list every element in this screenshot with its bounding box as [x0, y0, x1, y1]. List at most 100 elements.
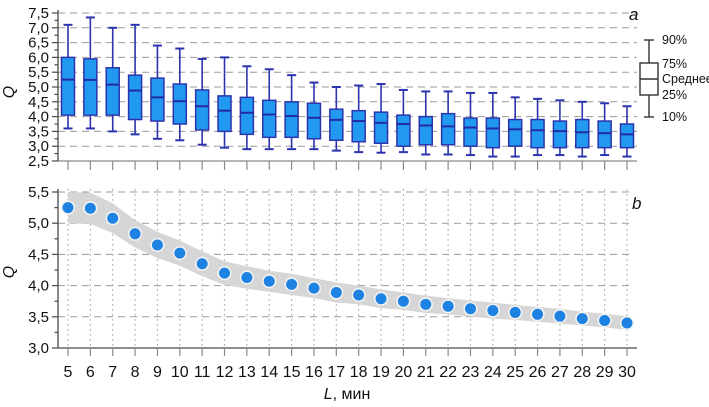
x-tick-label: 7	[108, 364, 117, 381]
mean-point-l13	[239, 270, 254, 285]
mean-point-l29	[597, 313, 612, 328]
box-l29	[597, 120, 612, 149]
box-l20	[396, 114, 411, 147]
mean-point-l19	[373, 291, 389, 306]
box-l13	[239, 96, 255, 136]
mean-point-l23	[463, 301, 478, 316]
y-tick-label-b: 4,0	[28, 278, 49, 295]
box-l6	[83, 58, 98, 116]
x-tick-label: 5	[64, 364, 73, 381]
mean-point-l18	[351, 287, 366, 303]
y-tick-label-a: 5,5	[28, 64, 49, 81]
x-tick-label: 25	[506, 364, 524, 381]
x-tick-label: 20	[395, 364, 413, 381]
panel-a-boxplot: 2,53,03,54,04,55,05,56,06,57,07,5	[28, 5, 637, 170]
x-tick-label: 15	[283, 364, 301, 381]
y-tick-label-b: 5,5	[28, 184, 49, 201]
y-tick-label-a: 3,0	[28, 138, 49, 155]
box-l14	[261, 99, 277, 139]
box-l18	[351, 109, 366, 143]
x-tick-label: 29	[596, 364, 614, 381]
mean-point-l22	[441, 299, 456, 314]
x-tick-label: 12	[216, 364, 234, 381]
box-l26	[530, 118, 545, 149]
x-tick-label: 21	[417, 364, 435, 381]
x-tick-label: 22	[439, 364, 457, 381]
box-l25	[507, 118, 523, 147]
legend-box-glyph	[639, 39, 659, 118]
y-tick-label-b: 3,5	[28, 309, 49, 326]
x-tick-label: 28	[573, 364, 591, 381]
mean-point-l9	[150, 237, 165, 253]
box-l12	[217, 95, 232, 133]
x-tick-label: 8	[131, 364, 140, 381]
y-axis-title-panel-a: Q	[1, 86, 18, 98]
panel-b-scatter: 3,0 3,5 4,0 4,5 5,0 5,5 5 6 7 8 9 10 11 12 13 14 15 16 17 1…	[28, 184, 637, 381]
box-l24	[485, 117, 501, 149]
box-l8	[127, 74, 143, 121]
mean-point-l21	[418, 297, 433, 312]
y-tick-label-a: 2,5	[28, 153, 49, 170]
legend-label-90: 90%	[662, 33, 687, 47]
mean-point-l25	[508, 305, 523, 320]
mean-point-l8	[127, 226, 143, 241]
x-tick-label: 13	[238, 364, 256, 381]
box-l27	[552, 120, 568, 149]
y-tick-label-a: 5,0	[28, 79, 49, 96]
y-tick-label-a: 6,0	[28, 49, 49, 66]
mean-point-l11	[195, 256, 210, 271]
y-tick-label-b: 3,0	[28, 340, 49, 357]
panel-a-label: a	[629, 5, 638, 24]
box-l19	[373, 111, 389, 144]
x-tick-label: 11	[194, 364, 211, 381]
box-l15	[284, 101, 299, 139]
x-tick-label: 16	[305, 364, 323, 381]
box-l30	[619, 123, 635, 149]
mean-point-l24	[485, 303, 500, 318]
x-tick-label: 6	[86, 364, 95, 381]
x-tick-label: 23	[462, 364, 480, 381]
box-l28	[575, 118, 590, 149]
y-tick-label-a: 4,0	[28, 109, 49, 126]
box-l10	[172, 83, 188, 125]
legend-label-75: 75%	[662, 57, 687, 71]
x-tick-label: 10	[171, 364, 189, 381]
x-tick-label: 27	[551, 364, 569, 381]
mean-point-l12	[217, 266, 232, 281]
box-l7	[105, 67, 120, 116]
y-tick-label-a: 7,5	[28, 5, 49, 22]
x-tick-label: 19	[372, 364, 390, 381]
legend-label-mean: Среднее	[662, 72, 709, 86]
legend-label-25: 25%	[662, 88, 687, 102]
confidence-band	[68, 192, 627, 330]
mean-point-l6	[83, 201, 98, 216]
y-tick-label-a: 3,5	[28, 123, 49, 140]
mean-point-l27	[552, 309, 568, 324]
mean-point-l16	[306, 280, 322, 296]
box-l23	[463, 117, 478, 147]
x-axis-title: L, мин	[324, 386, 371, 403]
y-tick-label-a: 7,0	[28, 20, 49, 37]
box-l9	[150, 77, 165, 122]
x-tick-label: 17	[327, 364, 345, 381]
mean-point-l14	[262, 274, 277, 289]
y-axis-title-panel-b: Q	[1, 266, 18, 278]
x-tick-label: 30	[618, 364, 636, 381]
panel-b-label: b	[632, 194, 641, 213]
mean-point-l28	[575, 311, 590, 326]
mean-point-l7	[105, 211, 120, 226]
mean-point-l30	[619, 315, 635, 331]
y-tick-label-a: 6,5	[28, 35, 49, 52]
x-tick-label: 14	[260, 364, 278, 381]
x-tick-label: 26	[529, 364, 547, 381]
x-tick-label: 24	[484, 364, 502, 381]
mean-point-l15	[284, 277, 299, 292]
mean-point-l5	[60, 200, 76, 215]
box-l22	[440, 112, 456, 146]
box-l11	[194, 89, 210, 131]
mean-point-l26	[530, 307, 545, 322]
legend: 90% 75% Среднее 25% 10%	[639, 33, 709, 124]
x-tick-label: 18	[350, 364, 368, 381]
